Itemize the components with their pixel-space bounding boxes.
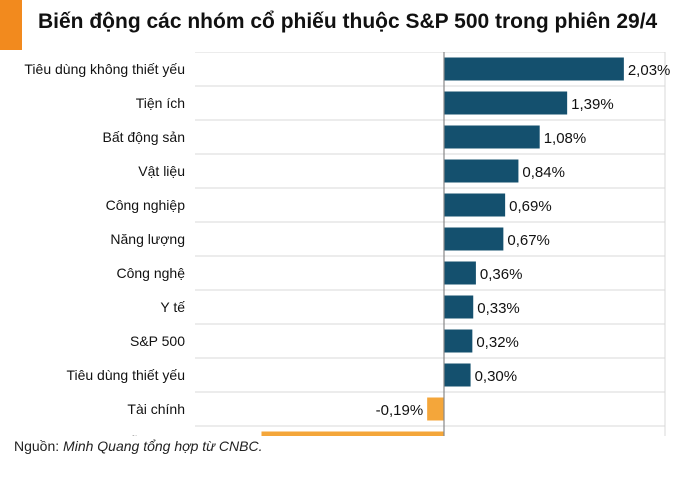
bar-chart: Tiêu dùng không thiết yếu 2,03% Tiện ích 1,…: [24, 52, 671, 436]
bar: [444, 363, 471, 387]
category-label: Tiêu dùng không thiết yếu: [24, 61, 185, 77]
source-note: Nguồn: Minh Quang tổng hợp từ CNBC.: [14, 438, 262, 454]
bar: [427, 397, 444, 421]
source-text: Minh Quang tổng hợp từ CNBC.: [63, 438, 263, 454]
category-label: Tài chính: [127, 401, 185, 417]
data-label: 0,69%: [509, 198, 552, 215]
data-label: 1,39%: [571, 96, 614, 113]
accent-bar: [0, 0, 22, 50]
data-label: -0,19%: [376, 402, 424, 419]
data-label: 2,03%: [628, 62, 671, 79]
data-label: 0,36%: [480, 266, 523, 283]
bar: [444, 227, 504, 251]
category-label: Năng lượng: [110, 231, 185, 247]
category-label: Bất động sản: [102, 129, 185, 145]
category-label: Viễn thông: [118, 435, 185, 436]
bar: [261, 431, 444, 436]
data-label: 0,32%: [476, 334, 519, 351]
bar: [444, 125, 540, 149]
chart-title: Biến động các nhóm cổ phiếu thuộc S&P 50…: [38, 10, 658, 33]
category-label: Công nghệ: [116, 265, 185, 281]
bar: [444, 329, 473, 353]
data-label: 0,33%: [477, 300, 520, 317]
data-label: 0,30%: [475, 368, 518, 385]
category-label: Y tế: [160, 299, 185, 315]
category-label: Tiện ích: [136, 95, 185, 111]
category-label: Vật liệu: [138, 163, 185, 179]
bar: [444, 261, 476, 285]
category-label: Tiêu dùng thiết yếu: [66, 367, 185, 383]
bar: [444, 159, 519, 183]
data-label: 0,67%: [507, 232, 550, 249]
source-prefix: Nguồn:: [14, 438, 64, 454]
category-label: Công nghiệp: [106, 197, 186, 213]
bar: [444, 295, 474, 319]
bar: [444, 57, 624, 81]
category-label: S&P 500: [130, 333, 185, 349]
bar: [444, 91, 568, 115]
bar: [444, 193, 506, 217]
data-label: 0,84%: [522, 164, 565, 181]
data-label: 1,08%: [544, 130, 587, 147]
